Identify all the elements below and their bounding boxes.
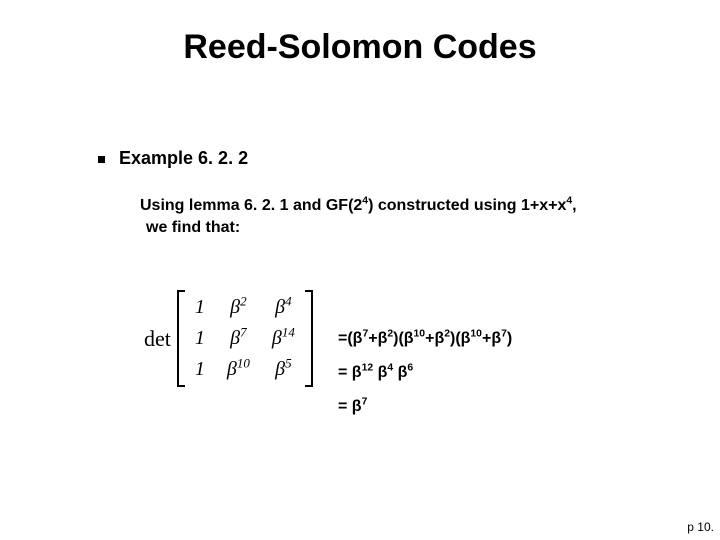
page-number: p 10. [687, 520, 714, 534]
eq-line-2: = β12 β4 β6 [338, 364, 413, 382]
body-post: , [572, 197, 576, 214]
bracket-right-icon [305, 290, 313, 387]
matrix-cell: 1 [195, 358, 205, 381]
bracket-left-icon [177, 290, 185, 387]
matrix-cell: β4 [272, 296, 295, 319]
matrix-cell: β7 [227, 327, 250, 350]
matrix-cell: 1 [195, 296, 205, 319]
slide-title: Reed-Solomon Codes [0, 28, 720, 67]
body-text: Using lemma 6. 2. 1 and GF(24) construct… [140, 195, 680, 238]
matrix-grid: 1 β2 β4 1 β7 β14 1 β10 β5 [185, 290, 305, 387]
eq-line-3: = β7 [338, 398, 367, 416]
eq-line-1: =(β7+β2)(β10+β2)(β10+β7) [338, 330, 512, 348]
matrix-cell: 1 [195, 327, 205, 350]
body-line2: we find that: [140, 219, 240, 236]
example-label: Example 6. 2. 2 [119, 148, 248, 169]
matrix-cell: β14 [272, 327, 295, 350]
body-pre: Using lemma 6. 2. 1 and GF(2 [140, 197, 362, 214]
body-mid: ) constructed using 1+x+x [368, 197, 566, 214]
det-label: det [144, 326, 171, 352]
matrix-cell: β2 [227, 296, 250, 319]
slide: Reed-Solomon Codes Example 6. 2. 2 Using… [0, 0, 720, 540]
matrix-cell: β5 [272, 358, 295, 381]
matrix-cell: β10 [227, 358, 250, 381]
determinant: det 1 β2 β4 1 β7 β14 1 β10 β5 [144, 290, 313, 387]
example-row: Example 6. 2. 2 [98, 148, 248, 169]
bullet-icon [98, 156, 105, 163]
